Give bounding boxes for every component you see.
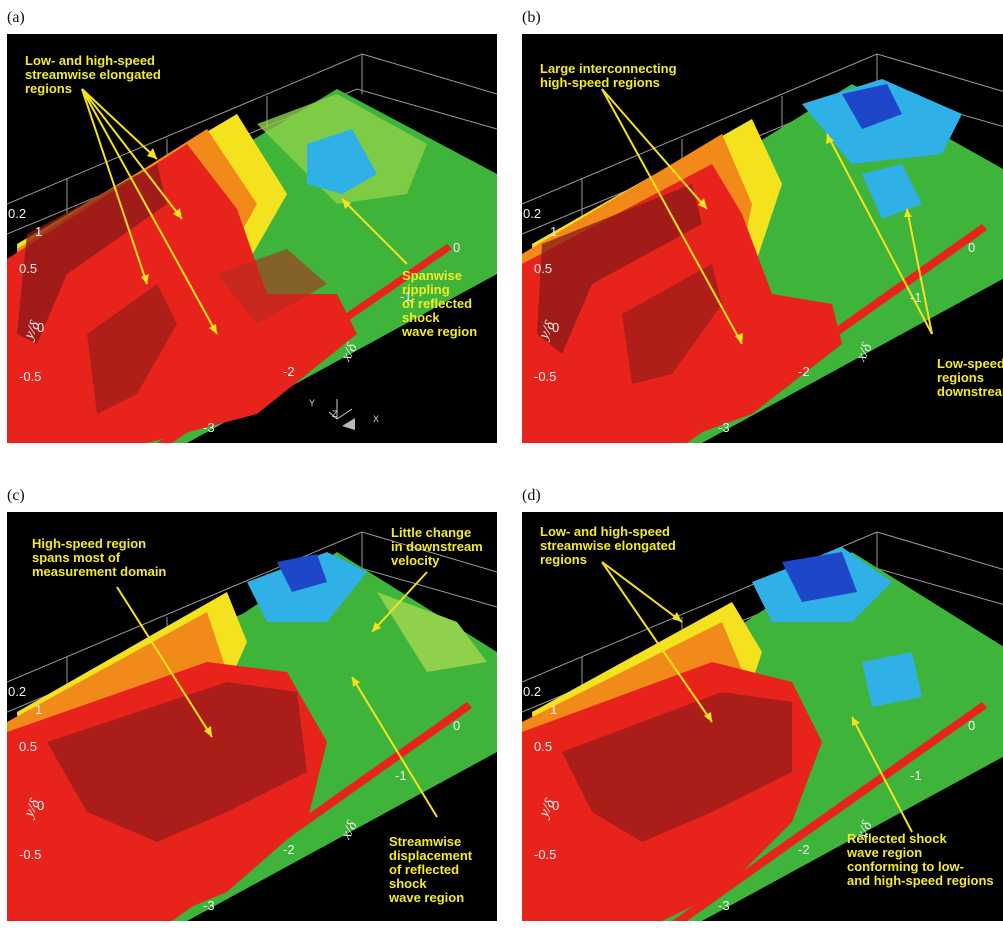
low-speed-region [307,129,377,194]
x-tick-4: -3 [718,420,730,435]
annotation-c-3: Streamwise displacement of reflected sho… [389,834,473,905]
y-tick-3: 0 [552,320,560,335]
panel-b: Large interconnecting high-speed regions… [522,34,1003,443]
z-tick: 0.2 [8,684,27,699]
y-tick-4: -0.5 [19,847,42,862]
y-tick-4: -0.5 [534,369,557,384]
annotation-c-2: Little change in downstream velocity [391,525,483,568]
y-tick-2: 0.5 [19,739,38,754]
annotation-d-2: Reflected shock wave region conforming t… [847,831,994,888]
x-tick-2: -1 [910,290,922,305]
x-tick-3: -2 [798,842,810,857]
y-tick-4: -0.5 [534,847,557,862]
panel-label-c: (c) [7,487,25,504]
x-tick-1: 0 [453,718,461,733]
z-tick: 0.2 [523,206,542,221]
y-tick-1: 1 [550,224,558,239]
y-tick-2: 0.5 [534,739,553,754]
y-tick-1: 1 [35,224,43,239]
triad-y: Y [309,398,316,408]
velocity-field-plot-c [7,531,497,921]
x-tick-1: 0 [968,718,976,733]
panel-label-a: (a) [7,9,25,26]
annotation-b-1: Large interconnecting high-speed regions [540,61,677,90]
y-tick-2: 0.5 [19,261,38,276]
y-tick-1: 1 [35,702,43,717]
x-tick-3: -2 [283,842,295,857]
velocity-field-plot-d [522,531,1003,921]
y-tick-2: 0.5 [534,261,553,276]
x-tick-1: 0 [453,240,461,255]
x-tick-2: -1 [400,289,412,304]
panel-c: High-speed region spans most of measurem… [7,512,497,921]
annotation-a-1: Low- and high-speed streamwise elongated… [25,53,161,96]
x-tick-1: 0 [968,240,976,255]
x-tick-3: -2 [798,364,810,379]
y-tick-4: -0.5 [19,369,42,384]
x-tick-2: -1 [395,768,407,783]
annotation-a-2: Spanwise rippling of reflected shock wav… [402,268,478,339]
velocity-field-plot-b [522,53,1003,443]
x-tick-4: -3 [203,898,215,913]
z-tick: 0.2 [523,684,542,699]
x-tick-2: -1 [910,768,922,783]
panel-d: Low- and high-speed streamwise elongated… [522,512,1003,921]
panel-a: Low- and high-speed streamwise elongated… [7,34,497,443]
panel-label-d: (d) [522,487,541,504]
z-tick: 0.2 [8,206,27,221]
x-tick-4: -3 [203,420,215,435]
annotation-d-1: Low- and high-speed streamwise elongated… [540,524,676,567]
velocity-field-plot-a [7,53,497,443]
panel-label-b: (b) [522,9,541,26]
y-tick-3: 0 [552,798,560,813]
x-tick-3: -2 [283,364,295,379]
annotation-b-2: Low-speed regions downstream [937,356,1003,399]
x-tick-4: -3 [718,898,730,913]
y-tick-3: 0 [37,320,45,335]
annotation-c-1: High-speed region spans most of measurem… [32,536,167,579]
triad-z: Z [332,409,338,419]
y-tick-1: 1 [550,702,558,717]
y-tick-3: 0 [37,798,45,813]
triad-x: X [373,414,380,424]
